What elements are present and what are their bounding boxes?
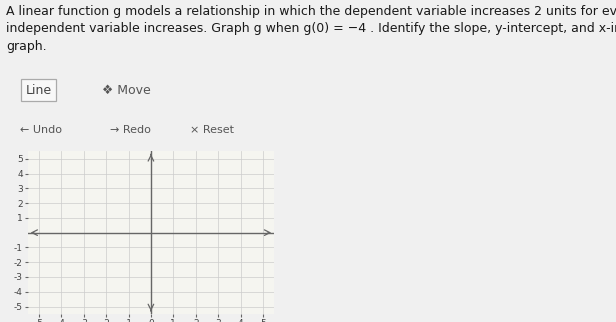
Text: Line: Line xyxy=(25,84,52,97)
Text: A linear function g models a relationship in which the dependent variable increa: A linear function g models a relationshi… xyxy=(6,5,616,53)
Text: ❖ Move: ❖ Move xyxy=(102,84,151,97)
Text: ← Undo: ← Undo xyxy=(20,125,62,135)
Text: → Redo: → Redo xyxy=(110,125,151,135)
Text: × Reset: × Reset xyxy=(190,125,234,135)
